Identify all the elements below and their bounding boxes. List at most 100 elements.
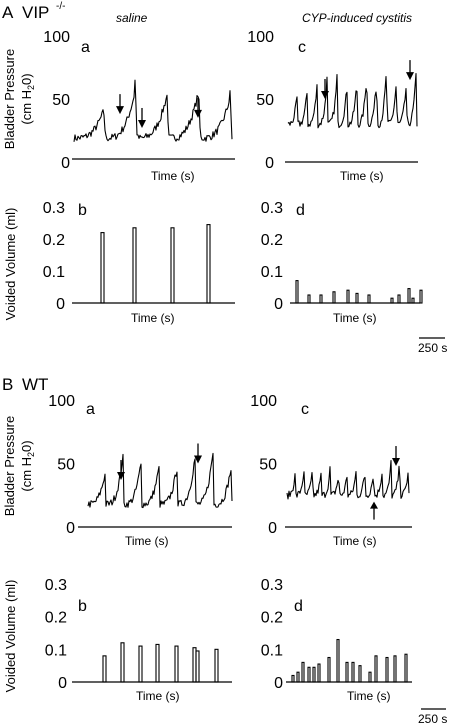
y-tick-label: 0.2 — [261, 232, 283, 249]
ylabel-volume-b: Voided Volume (ml) — [3, 580, 18, 693]
x-axis-title: Time (s) — [333, 534, 377, 548]
volume-bar — [174, 645, 179, 683]
volume-bar — [336, 638, 340, 683]
volume-bar — [397, 294, 401, 304]
volume-bar — [291, 674, 295, 683]
section-b-genotype: WT — [22, 375, 48, 394]
arrow-head — [194, 109, 202, 118]
arrow-marker — [194, 97, 202, 118]
volume-bar — [317, 663, 321, 683]
arrow-marker — [117, 460, 125, 481]
panel-letter: d — [296, 202, 305, 219]
arrow-marker — [392, 446, 400, 467]
volume-bar — [206, 224, 211, 304]
y-tick-label: 0 — [265, 155, 274, 172]
panel-letter: c — [301, 401, 309, 418]
y-tick-label: 0.1 — [261, 642, 283, 659]
volume-bar — [390, 297, 394, 304]
y-tick-label: 0 — [268, 520, 277, 537]
volume-bar — [296, 671, 300, 683]
arrow-marker — [138, 107, 146, 128]
y-tick-label: 100 — [247, 29, 274, 46]
ylabel-volume-a: Voided Volume (ml) — [3, 208, 18, 321]
panel-letter: a — [81, 39, 90, 56]
column-title-cystitis-a: CYP-induced cystitis — [302, 11, 412, 25]
volume-bar — [301, 661, 305, 683]
volume-bar — [419, 289, 423, 304]
volume-bar — [355, 292, 359, 304]
arrow-marker — [116, 94, 124, 115]
arrow-head — [321, 91, 329, 99]
y-tick-label: 0 — [56, 296, 65, 313]
volume-bar — [138, 645, 143, 683]
volume-bar — [374, 655, 378, 683]
y-tick-label: 100 — [250, 393, 277, 410]
y-tick-label: 0.3 — [45, 577, 67, 594]
volume-bar — [312, 666, 316, 683]
ylabel-pressure-unit-a: (cm H20) — [19, 73, 36, 124]
svg-text:(cm H20): (cm H20) — [19, 73, 36, 124]
y-tick-label: 50 — [52, 92, 70, 109]
panels: a 100 50 0 Time (s) c 100 50 0 Time (s) b 0.3 0.2 0.1… — [43, 29, 423, 703]
svg-text:Voided Volume (ml): Voided Volume (ml) — [3, 208, 18, 321]
volume-bar — [332, 291, 336, 304]
volume-bar — [367, 294, 371, 304]
arrow-head — [392, 458, 400, 467]
y-tick-label: 50 — [57, 457, 75, 474]
volume-bar — [120, 642, 125, 683]
volume-bar — [345, 661, 349, 683]
y-tick-label: 0.3 — [261, 200, 283, 217]
x-axis-title: Time (s) — [136, 689, 180, 703]
volume-bar — [411, 297, 415, 304]
y-tick-label: 0.1 — [45, 642, 67, 659]
section-a-genotype: VIP — [22, 3, 49, 22]
volume-bar — [351, 661, 355, 683]
y-tick-label: 0.1 — [261, 264, 283, 281]
y-tick-label: 0.3 — [261, 577, 283, 594]
scale-bar-label-b: 250 s — [418, 712, 447, 725]
arrow-head — [406, 72, 414, 81]
x-axis-title: Time (s) — [333, 311, 377, 325]
section-a-genotype-superscript: -/- — [56, 1, 65, 12]
scale-bar-label-a: 250 s — [418, 341, 447, 355]
ylabel-pressure-a: Bladder Pressure — [2, 49, 17, 149]
y-tick-label: 0.1 — [43, 264, 65, 281]
panel-a-d: d 0.3 0.2 0.1 0 Time (s) — [261, 200, 423, 325]
pressure-trace — [73, 79, 233, 142]
panel-letter: b — [78, 202, 87, 219]
arrow-marker — [370, 501, 378, 520]
pressure-trace — [286, 459, 410, 500]
y-tick-label: 0 — [274, 675, 283, 692]
svg-text:(cm H20): (cm H20) — [19, 440, 36, 491]
column-title-saline-a: saline — [116, 11, 148, 25]
x-axis-title: Time (s) — [131, 311, 175, 325]
volume-bar — [346, 289, 350, 304]
y-tick-label: 0.2 — [45, 610, 67, 627]
section-b-letter: B — [2, 375, 13, 394]
volume-bar — [195, 650, 200, 683]
volume-bar — [170, 227, 175, 304]
y-tick-label: 50 — [259, 457, 277, 474]
y-tick-label: 100 — [48, 393, 75, 410]
volume-bar — [319, 294, 323, 304]
y-tick-label: 0 — [66, 520, 75, 537]
svg-text:Bladder Pressure: Bladder Pressure — [2, 416, 17, 516]
arrow-head — [117, 472, 125, 481]
volume-bar — [307, 294, 311, 304]
volume-bar — [155, 643, 160, 683]
pressure-trace — [87, 452, 233, 509]
panel-a-a: a 100 50 0 Time (s) — [43, 29, 235, 183]
panel-letter: a — [86, 401, 95, 418]
panel-letter: b — [78, 598, 87, 615]
panel-b-b: b 0.3 0.2 0.1 0 Time (s) — [45, 577, 232, 703]
panel-a-b: b 0.3 0.2 0.1 0 Time (s) — [43, 200, 235, 325]
y-tick-label: 0 — [274, 296, 283, 313]
volume-bar — [132, 227, 137, 304]
y-tick-label: 0.2 — [43, 232, 65, 249]
volume-bar — [295, 280, 299, 304]
volume-bar — [307, 666, 311, 683]
volume-bar — [327, 656, 331, 683]
y-tick-label: 0 — [58, 675, 67, 692]
volume-bar — [368, 671, 372, 683]
